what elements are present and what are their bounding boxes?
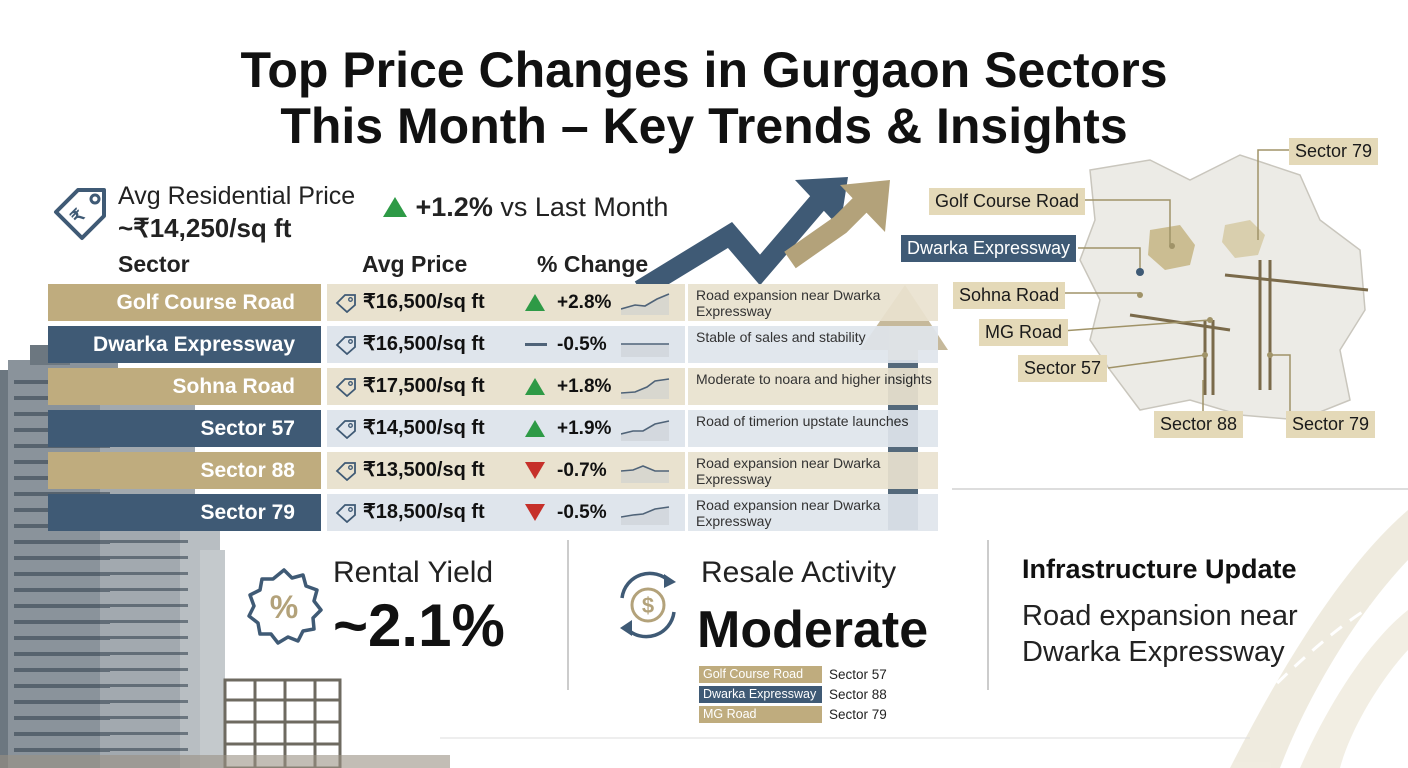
avg-price-value: ~₹14,250/sq ft (118, 213, 292, 243)
price-value: ₹16,500/sq ft (363, 333, 485, 355)
sparkline-icon (621, 465, 669, 483)
infra-line-1: Road expansion near (1022, 600, 1298, 632)
note-cell: Road expansion near Dwarka Expressway (688, 494, 938, 531)
sector-cell: Sector 57 (48, 410, 321, 447)
infra-line-2: Dwarka Expressway (1022, 636, 1285, 668)
dollar-cycle-icon: $ (620, 571, 676, 639)
change-cell: -0.7% (511, 452, 685, 489)
percent-badge-icon: % (247, 568, 323, 645)
price-tag-icon (335, 420, 356, 439)
change-value: -0.7% (557, 460, 607, 481)
map-label-golf-course-road: Golf Course Road (929, 188, 1086, 215)
map-label-sector-79-top: Sector 79 (1289, 138, 1379, 165)
legend-text: Sector 79 (829, 707, 887, 722)
avg-price-label: Avg Residential Price (118, 182, 356, 210)
sparkline-icon (621, 378, 670, 399)
infra-description: Road expansion near Dwarka Expressway (1022, 598, 1298, 670)
svg-text:%: % (270, 589, 298, 625)
sparkline-icon (621, 506, 670, 525)
title-line-2: This Month – Key Trends & Insights (280, 98, 1128, 154)
map-label-mg-road: MG Road (979, 319, 1069, 346)
title-line-1: Top Price Changes in Gurgaon Sectors (240, 42, 1168, 98)
note-cell: Stable of sales and stability (688, 326, 938, 363)
rental-yield-value: ~2.1% (333, 592, 505, 659)
price-tag-icon (335, 462, 356, 481)
sector-cell: Dwarka Expressway (48, 326, 321, 363)
sparkline-icon (621, 420, 670, 441)
resale-activity-label: Resale Activity (701, 556, 897, 589)
rental-yield-label: Rental Yield (333, 556, 494, 589)
resale-activity-value: Moderate (697, 601, 929, 659)
price-tag-icon (335, 504, 356, 523)
down-triangle-icon (525, 504, 545, 521)
col-header-price: Avg Price (362, 251, 468, 277)
sector-cell: Sohna Road (48, 368, 321, 405)
change-value: -0.5% (557, 502, 607, 523)
price-tag-icon (335, 294, 356, 313)
up-triangle-icon (525, 294, 545, 311)
up-triangle-icon (383, 197, 407, 217)
change-cell: +1.9% (511, 410, 685, 447)
note-cell: Road expansion near Dwarka Expressway (688, 452, 938, 489)
change-value: +1.9% (557, 418, 612, 439)
infra-title: Infrastructure Update (1022, 554, 1297, 584)
sector-cell: Sector 88 (48, 452, 321, 489)
price-value: ₹17,500/sq ft (363, 375, 485, 397)
section-divider (987, 540, 989, 690)
sector-map (1047, 149, 1369, 421)
note-cell: Moderate to noara and higher insights (688, 368, 938, 405)
price-tag-icon (335, 378, 356, 397)
up-triangle-icon (525, 378, 545, 395)
avg-change: +1.2% vs Last Month (382, 192, 668, 223)
legend-chip: Golf Course Road (699, 666, 822, 683)
change-cell: +2.8% (511, 284, 685, 321)
sector-cell: Golf Course Road (48, 284, 321, 321)
avg-change-value: +1.2% (415, 192, 493, 222)
svg-text:$: $ (642, 593, 654, 618)
change-value: +2.8% (557, 292, 612, 313)
legend-chip: Dwarka Expressway (699, 686, 822, 703)
down-triangle-icon (525, 462, 545, 479)
map-label-sector-79-bottom: Sector 79 (1286, 411, 1376, 438)
legend-text: Sector 57 (829, 667, 887, 682)
change-value: -0.5% (557, 334, 607, 355)
flat-dash-icon (525, 343, 547, 346)
sector-cell: Sector 79 (48, 494, 321, 531)
col-header-sector: Sector (118, 251, 190, 277)
sparkline-icon (621, 343, 669, 357)
price-tag-icon (335, 336, 356, 355)
section-divider (567, 540, 569, 690)
highway-icon (1230, 510, 1408, 768)
avg-change-suffix: vs Last Month (492, 192, 669, 222)
page-title: Top Price Changes in Gurgaon Sectors Thi… (0, 42, 1408, 154)
building-icon (0, 345, 450, 768)
note-cell: Road expansion near Dwarka Expressway (688, 284, 938, 321)
price-value: ₹16,500/sq ft (363, 291, 485, 313)
change-cell: +1.8% (511, 368, 685, 405)
change-cell: -0.5% (511, 326, 685, 363)
map-label-sohna-road: Sohna Road (953, 282, 1066, 309)
map-label-dwarka-expressway: Dwarka Expressway (901, 235, 1077, 262)
note-cell: Road of timerion upstate launches (688, 410, 938, 447)
price-value: ₹18,500/sq ft (363, 501, 485, 523)
map-label-sector-88: Sector 88 (1154, 411, 1244, 438)
col-header-change: % Change (537, 251, 649, 277)
price-value: ₹13,500/sq ft (363, 459, 485, 481)
price-value: ₹14,500/sq ft (363, 417, 485, 439)
up-triangle-icon (525, 420, 545, 437)
price-tag-icon: ₹ (54, 188, 106, 240)
change-value: +1.8% (557, 376, 612, 397)
sparkline-icon (621, 293, 670, 315)
legend-text: Sector 88 (829, 687, 887, 702)
change-cell: -0.5% (511, 494, 685, 531)
map-label-sector-57: Sector 57 (1018, 355, 1108, 382)
legend-chip: MG Road (699, 706, 822, 723)
